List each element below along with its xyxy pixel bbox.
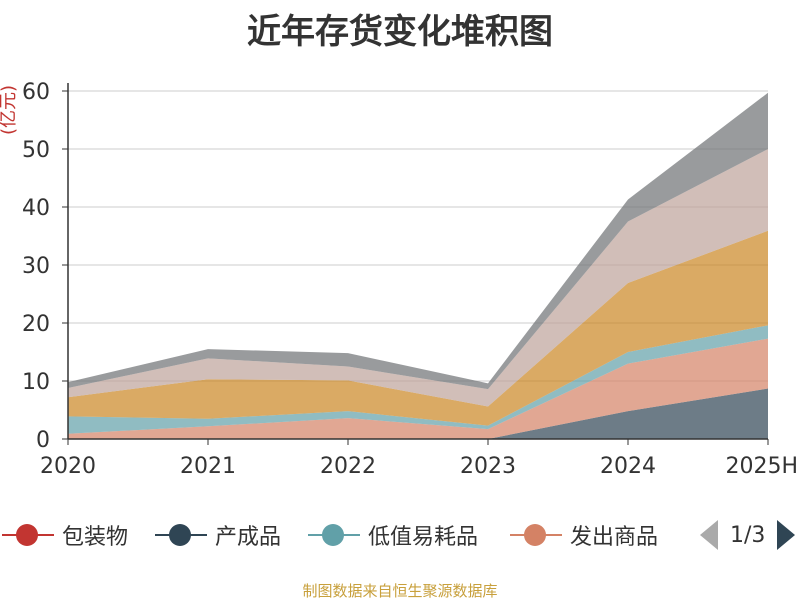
y-tick-label: 60 — [22, 80, 50, 105]
y-tick-label: 20 — [22, 312, 50, 337]
area-series-2 — [68, 325, 768, 434]
x-tick-label: 2023 — [460, 454, 516, 479]
legend-item-finished-goods[interactable]: 产成品 — [155, 515, 281, 555]
y-tick-label: 40 — [22, 196, 50, 221]
y-axis-title: (亿元) — [0, 85, 19, 135]
y-tick-label: 30 — [22, 254, 50, 279]
legend-label-shipped-goods: 发出商品 — [570, 525, 659, 550]
legend-label-finished-goods: 产成品 — [215, 525, 282, 550]
legend-label-packaging: 包装物 — [62, 525, 129, 550]
area-series-0 — [68, 388, 768, 439]
area-series-4 — [68, 149, 768, 407]
legend-page-indicator: 1/3 — [730, 522, 766, 548]
x-tick-label: 2021 — [180, 454, 236, 479]
x-tick-label: 2022 — [320, 454, 376, 479]
axes: 0 10 20 30 40 50 60 2020 2021 2022 2023 2024 2025H — [22, 80, 798, 479]
data-source-note: 制图数据来自恒生聚源数据库 — [302, 582, 498, 600]
area-series-3 — [68, 230, 768, 426]
legend-pager: 1/3 — [700, 515, 796, 555]
x-tick-label: 2020 — [40, 454, 96, 479]
legend-symbol-shipped-goods — [510, 523, 562, 547]
legend: 包装物 产成品 低值易耗品 发出商品 1/3 — [0, 515, 800, 555]
y-tick-label: 0 — [36, 428, 50, 453]
legend-symbol-consumables — [308, 523, 360, 547]
legend-item-shipped-goods[interactable]: 发出商品 — [510, 515, 658, 555]
x-tick-label: 2025H — [725, 454, 798, 479]
area-series-1 — [68, 338, 768, 439]
legend-next-icon[interactable] — [777, 520, 796, 550]
legend-item-packaging[interactable]: 包装物 — [2, 515, 128, 555]
legend-label-consumables: 低值易耗品 — [368, 525, 479, 550]
y-tick-label: 50 — [22, 138, 50, 163]
y-tick-label: 10 — [22, 370, 50, 395]
legend-symbol-packaging — [2, 523, 54, 547]
area-series — [68, 92, 768, 439]
chart-title: 近年存货变化堆积图 — [247, 12, 553, 52]
x-tick-label: 2024 — [600, 454, 656, 479]
legend-prev-icon[interactable] — [700, 520, 718, 550]
legend-symbol-finished-goods — [155, 523, 207, 547]
legend-item-consumables[interactable]: 低值易耗品 — [308, 515, 478, 555]
